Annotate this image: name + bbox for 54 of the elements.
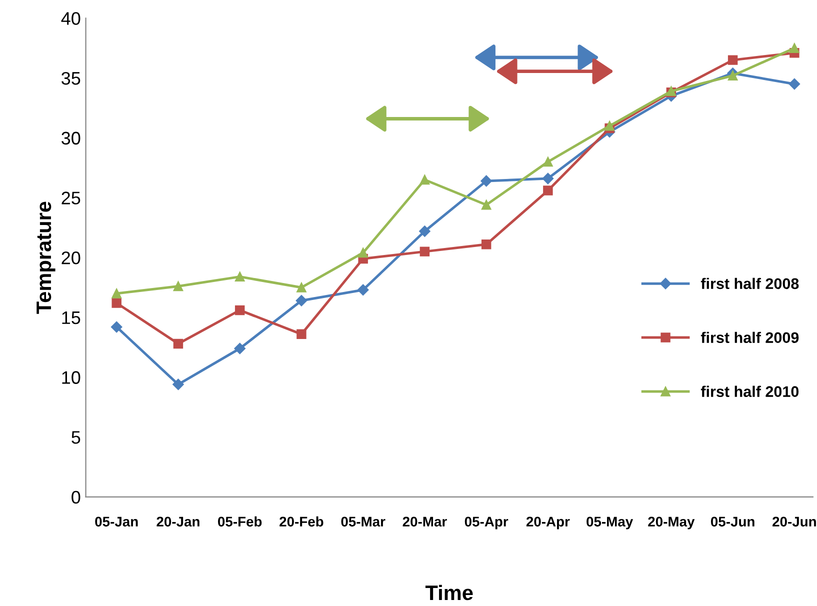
point bbox=[172, 378, 184, 390]
y-tick-label: 20 bbox=[62, 251, 80, 264]
y-axis-title: Temprature bbox=[36, 202, 56, 314]
legend-label: first half 2008 bbox=[700, 278, 799, 290]
point bbox=[728, 70, 738, 80]
x-tick-label: 05-Feb bbox=[218, 516, 262, 527]
y-tick-label: 35 bbox=[62, 72, 80, 85]
point bbox=[296, 329, 306, 340]
point bbox=[112, 298, 122, 308]
y-tick-label: 40 bbox=[61, 12, 80, 25]
point bbox=[420, 174, 430, 185]
point bbox=[419, 226, 430, 237]
x-tick-label: 05-May bbox=[586, 516, 634, 530]
x-tick-label: 05-Jun bbox=[710, 516, 754, 527]
point bbox=[543, 186, 553, 196]
legend-label: first half 2010 bbox=[700, 386, 799, 397]
point bbox=[234, 305, 245, 316]
point bbox=[728, 55, 738, 65]
legend-label: first half 2009 bbox=[700, 332, 799, 344]
x-tick-label: 20-Jun bbox=[772, 516, 816, 527]
x-tick-label: 20-Apr bbox=[526, 516, 570, 530]
x-axis-title: Time bbox=[425, 584, 473, 600]
x-tick-label: 05-Apr bbox=[464, 516, 508, 530]
y-tick-label: 10 bbox=[62, 371, 80, 384]
point bbox=[110, 321, 122, 333]
point bbox=[604, 121, 614, 131]
point bbox=[173, 281, 184, 292]
point bbox=[420, 246, 430, 256]
point bbox=[234, 272, 245, 282]
x-tick-label: 05-Mar bbox=[341, 516, 386, 527]
point bbox=[480, 175, 492, 187]
point bbox=[358, 248, 368, 258]
point bbox=[173, 338, 184, 349]
point bbox=[788, 78, 800, 90]
point bbox=[790, 43, 800, 53]
y-tick-label: 15 bbox=[62, 312, 80, 324]
x-tick-label: 20-Jan bbox=[156, 516, 200, 527]
point bbox=[481, 200, 492, 210]
x-tick-label: 20-Mar bbox=[402, 516, 447, 527]
point bbox=[234, 342, 246, 354]
point bbox=[112, 288, 122, 298]
y-tick-label: 0 bbox=[72, 490, 80, 504]
x-tick-label: 20-May bbox=[648, 516, 695, 530]
point bbox=[357, 284, 369, 296]
point bbox=[296, 295, 308, 306]
point bbox=[481, 240, 492, 250]
x-tick-label: 05-Jan bbox=[95, 516, 138, 527]
y-tick-label: 25 bbox=[62, 192, 80, 204]
x-tick-label: 20-Feb bbox=[280, 516, 324, 527]
point bbox=[296, 282, 306, 292]
point bbox=[543, 156, 553, 167]
y-tick-label: 30 bbox=[62, 132, 80, 145]
y-tick-label: 5 bbox=[72, 431, 80, 444]
point bbox=[542, 172, 554, 184]
